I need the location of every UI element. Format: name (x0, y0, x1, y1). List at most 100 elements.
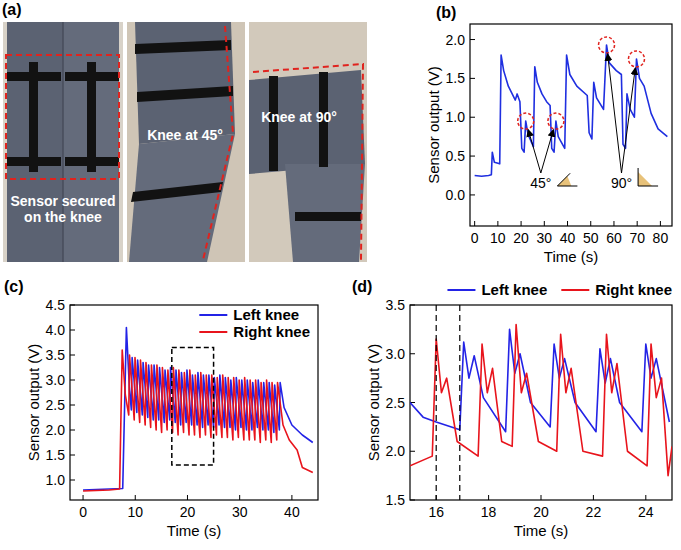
x-tick (239, 495, 240, 500)
y-tick-label: 3.5 (46, 347, 66, 363)
y-tick (70, 355, 75, 356)
y-tick (470, 194, 475, 195)
caption-line: on the knee (24, 209, 102, 225)
x-tick (645, 495, 646, 500)
tape (137, 86, 233, 102)
x-tick (660, 221, 661, 226)
annotation-arrow (622, 68, 636, 173)
legend: Left knee Right knee (447, 281, 672, 298)
panel-label: (b) (436, 4, 456, 21)
plot-frame (470, 24, 672, 226)
angle-icon-base (557, 186, 577, 187)
x-tick (488, 495, 489, 500)
x-tick-label: 20 (180, 504, 196, 520)
x-tick-label: 10 (490, 230, 506, 246)
x-tick (497, 221, 498, 226)
knee-angle-line (203, 26, 233, 260)
leg (7, 22, 63, 262)
thigh (249, 70, 365, 174)
x-tick-label: 0 (471, 230, 479, 246)
x-tick-label: 18 (481, 504, 497, 520)
y-tick-label: 1.0 (446, 109, 466, 125)
y-tick-label: 0.0 (446, 187, 466, 203)
y-tick (410, 353, 415, 354)
photo-panel: (a)Sensor securedon the kneeKnee at 45°K… (2, 1, 367, 262)
x-tick-label: 40 (560, 230, 576, 246)
x-tick (544, 221, 545, 226)
highlight-circle (628, 51, 644, 67)
plot-frame (70, 305, 318, 500)
highlight-box (6, 55, 119, 179)
x-tick (135, 495, 136, 500)
caption-line: Knee at 45° (147, 127, 223, 143)
x-tick (567, 221, 568, 226)
annotation-arrow (608, 54, 622, 173)
shin (129, 134, 235, 262)
leg-seam (62, 22, 64, 262)
x-axis-title: Time (s) (544, 248, 598, 265)
photo-background (127, 22, 245, 262)
photo: Sensor securedon the knee (3, 22, 123, 262)
y-tick-label: 0.5 (446, 148, 466, 164)
x-tick-label: 22 (586, 504, 602, 520)
caption-line: Knee at 90° (261, 109, 337, 125)
y-tick-label: 1.5 (446, 70, 466, 86)
y-tick-label: 3.0 (46, 372, 66, 388)
y-axis-title: Sensor output (V) (425, 66, 442, 184)
x-tick (474, 221, 475, 226)
x-tick (187, 495, 188, 500)
series-line (475, 45, 668, 176)
x-tick (83, 495, 84, 500)
x-tick (590, 221, 591, 226)
x-tick-label: 16 (428, 504, 444, 520)
photo-background (249, 22, 367, 262)
y-tick (70, 405, 75, 406)
legend-label: Right knee (233, 323, 310, 340)
panel-label: (d) (352, 278, 372, 295)
annotation-arrow (541, 130, 554, 173)
x-tick-label: 30 (537, 230, 553, 246)
y-tick-label: 2.0 (46, 422, 66, 438)
legend-swatch (447, 289, 475, 291)
legend-label: Left knee (233, 306, 299, 323)
series-line (83, 350, 313, 491)
legend-label: Right knee (595, 281, 672, 298)
marker-line (459, 305, 460, 500)
photo-caption: Knee at 90° (261, 109, 337, 125)
legend-swatch (561, 289, 589, 291)
y-tick (70, 480, 75, 481)
chart-panel: (c)0102030401.01.52.02.53.03.54.04.5Time… (4, 278, 318, 539)
legend-label: Left knee (481, 281, 547, 298)
photo-background (3, 22, 123, 262)
y-tick (70, 455, 75, 456)
angle-icon-fill (638, 172, 652, 186)
photo-caption: Knee at 45° (147, 127, 223, 143)
label-patch (528, 174, 553, 192)
x-tick-label: 70 (629, 230, 645, 246)
figure: (a)Sensor securedon the kneeKnee at 45°K… (0, 0, 681, 550)
x-tick (291, 495, 292, 500)
thigh (135, 22, 235, 144)
y-tick-label: 1.5 (386, 492, 406, 508)
x-tick-label: 0 (79, 504, 87, 520)
series-line (83, 328, 313, 491)
tape (87, 62, 96, 172)
plot-frame (410, 305, 672, 500)
legend-swatch (199, 331, 227, 333)
y-tick-label: 2.5 (46, 397, 66, 413)
x-tick-label: 10 (127, 504, 143, 520)
x-tick-label: 20 (533, 504, 549, 520)
y-tick (410, 451, 415, 452)
y-tick-label: 3.5 (386, 297, 406, 313)
photo: Knee at 45° (127, 22, 245, 262)
plot-data (475, 37, 668, 176)
highlight-circle (548, 113, 564, 129)
annotation-label: 90° (611, 175, 632, 191)
chart-panel: (b)010203040506070800.00.51.01.52.0Time … (425, 4, 672, 265)
x-tick (541, 495, 542, 500)
y-tick-label: 1.0 (46, 472, 66, 488)
y-tick-label: 1.5 (46, 447, 66, 463)
zoom-box (172, 348, 214, 466)
y-tick (70, 430, 75, 431)
panel-label: (c) (4, 278, 24, 295)
